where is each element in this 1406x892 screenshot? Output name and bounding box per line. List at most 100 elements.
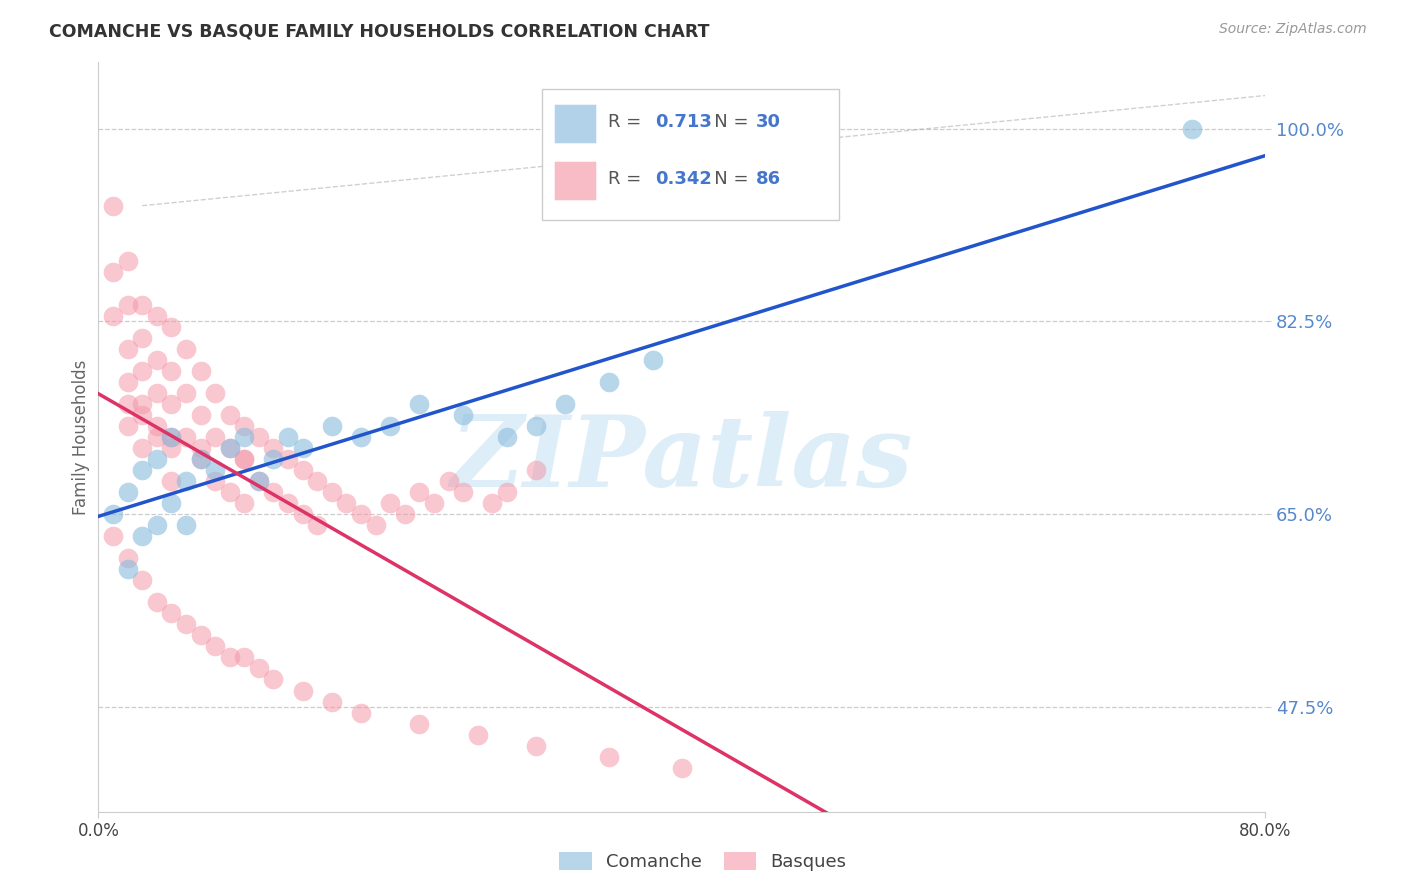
Point (131, 574, 153, 588)
Point (146, 430, 169, 444)
Point (437, 474, 460, 488)
Point (233, 496, 256, 510)
Point (117, 485, 139, 500)
Point (247, 474, 270, 488)
Point (350, 430, 373, 444)
Point (218, 485, 240, 500)
Point (174, 430, 197, 444)
Point (101, 507, 124, 521)
Y-axis label: Family Households: Family Households (72, 359, 90, 515)
Point (307, 518, 329, 533)
Point (101, 309, 124, 323)
Point (117, 342, 139, 356)
Point (101, 265, 124, 279)
Point (160, 430, 183, 444)
Point (350, 507, 373, 521)
Point (451, 408, 474, 422)
Point (524, 463, 547, 477)
Point (190, 452, 212, 467)
Point (262, 452, 284, 467)
Point (598, 749, 620, 764)
Legend: Comanche, Basques: Comanche, Basques (553, 845, 853, 879)
Text: 30: 30 (755, 113, 780, 131)
Point (160, 474, 183, 488)
Point (131, 463, 153, 477)
Point (146, 419, 169, 434)
FancyBboxPatch shape (554, 104, 596, 144)
Point (204, 463, 226, 477)
Point (160, 441, 183, 455)
Point (146, 452, 169, 467)
Point (160, 607, 183, 621)
Point (190, 408, 212, 422)
Text: ZIPatlas: ZIPatlas (451, 411, 912, 508)
Point (190, 441, 212, 455)
Point (218, 650, 240, 665)
Point (218, 441, 240, 455)
Point (277, 430, 299, 444)
Point (146, 386, 169, 401)
Text: R =: R = (609, 170, 647, 188)
Point (321, 485, 343, 500)
Point (364, 518, 387, 533)
Point (117, 562, 139, 576)
Point (131, 529, 153, 543)
Point (247, 474, 270, 488)
Point (146, 595, 169, 609)
Point (131, 408, 153, 422)
Point (117, 551, 139, 566)
Point (233, 452, 256, 467)
Point (131, 397, 153, 411)
Point (321, 694, 343, 708)
Point (174, 518, 197, 533)
Point (146, 309, 169, 323)
Point (247, 430, 270, 444)
Point (160, 319, 183, 334)
Point (117, 419, 139, 434)
Point (174, 342, 197, 356)
Point (554, 397, 576, 411)
Point (291, 683, 314, 698)
Point (598, 375, 620, 389)
Point (524, 739, 547, 753)
Point (117, 298, 139, 312)
Point (160, 496, 183, 510)
Point (408, 485, 430, 500)
Point (218, 441, 240, 455)
Point (641, 353, 664, 368)
Point (101, 199, 124, 213)
Point (131, 331, 153, 345)
Point (671, 761, 693, 775)
Point (204, 474, 226, 488)
Text: 0.342: 0.342 (655, 170, 711, 188)
Point (204, 430, 226, 444)
Point (524, 419, 547, 434)
Point (408, 397, 430, 411)
Point (394, 507, 416, 521)
Point (117, 375, 139, 389)
Point (262, 673, 284, 687)
Point (496, 485, 519, 500)
Text: COMANCHE VS BASQUE FAMILY HOUSEHOLDS CORRELATION CHART: COMANCHE VS BASQUE FAMILY HOUSEHOLDS COR… (49, 22, 710, 40)
Text: N =: N = (697, 113, 755, 131)
Point (380, 419, 402, 434)
Point (174, 474, 197, 488)
Text: 0.713: 0.713 (655, 113, 711, 131)
Point (423, 496, 446, 510)
Point (467, 728, 489, 742)
Point (233, 419, 256, 434)
Point (146, 518, 169, 533)
Point (160, 364, 183, 378)
Point (218, 408, 240, 422)
Point (117, 253, 139, 268)
Point (204, 386, 226, 401)
Text: N =: N = (697, 170, 755, 188)
Point (190, 364, 212, 378)
Point (262, 441, 284, 455)
Point (481, 496, 503, 510)
Point (131, 364, 153, 378)
Point (291, 507, 314, 521)
Point (335, 496, 357, 510)
Point (451, 485, 474, 500)
Point (174, 386, 197, 401)
